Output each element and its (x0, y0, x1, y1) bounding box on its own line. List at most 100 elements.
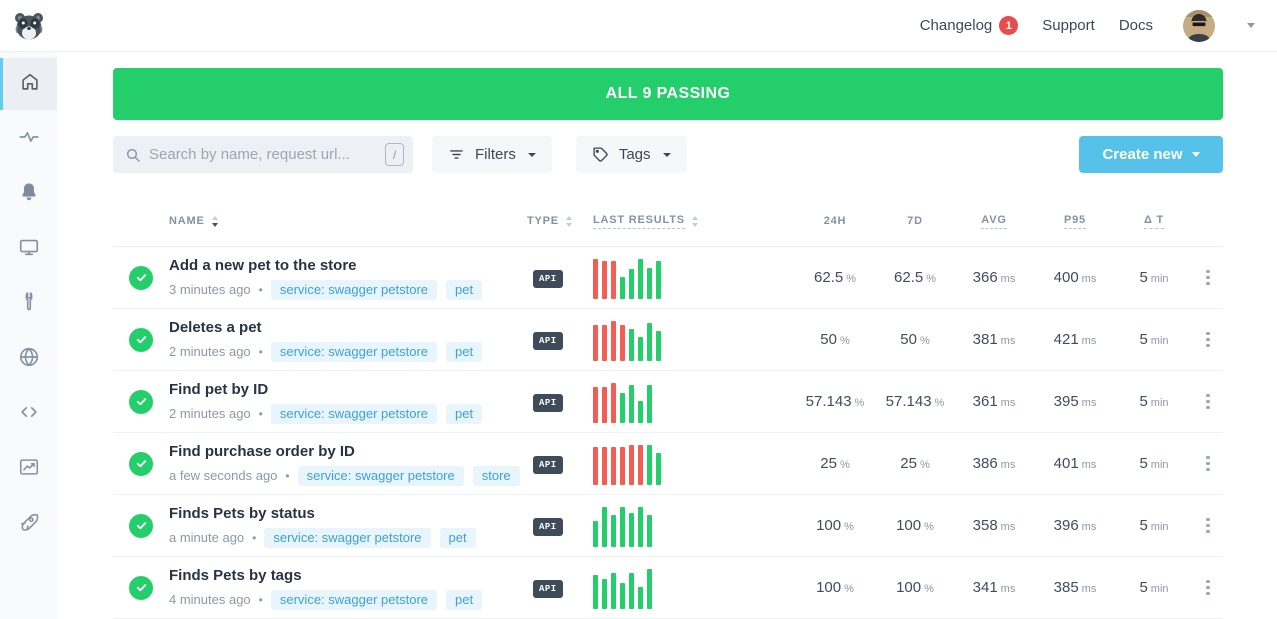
kebab-menu-icon[interactable] (1202, 328, 1214, 352)
tag-chip[interactable]: service: swagger petstore (270, 341, 437, 362)
tag-chip[interactable]: pet (439, 527, 476, 548)
passing-check-icon (129, 327, 153, 352)
docs-link[interactable]: Docs (1119, 17, 1153, 34)
kebab-menu-icon[interactable] (1202, 266, 1214, 290)
results-chart[interactable] (593, 505, 793, 547)
kebab-menu-icon[interactable] (1202, 390, 1214, 414)
last-results-sort-icon[interactable] (691, 216, 698, 227)
metric-dt: 5 min (1139, 579, 1169, 596)
check-results-cell (593, 505, 793, 547)
result-bar (638, 400, 643, 423)
results-chart[interactable] (593, 567, 793, 609)
check-name[interactable]: Find pet by ID (169, 381, 269, 399)
check-row[interactable]: Deletes a pet 2 minutes ago • service: s… (113, 309, 1223, 371)
col-name-label: NAME (169, 214, 205, 227)
result-bar (593, 574, 598, 609)
sidebar-item-maintenance[interactable] (0, 278, 57, 330)
tag-chip[interactable]: service: swagger petstore (270, 279, 437, 300)
metric-24h: 100% (816, 517, 854, 534)
sidebar-item-dashboards[interactable] (0, 223, 57, 275)
check-info-cell: Deletes a pet 2 minutes ago • service: s… (169, 317, 527, 362)
check-menu-cell (1193, 390, 1223, 414)
check-name[interactable]: Finds Pets by status (169, 505, 315, 523)
check-type-cell: API (527, 516, 593, 536)
check-tags: service: swagger petstore store (297, 465, 520, 486)
result-bar (611, 382, 616, 423)
check-name[interactable]: Deletes a pet (169, 319, 262, 337)
top-header: Changelog 1 Support Docs (0, 0, 1277, 52)
tag-chip[interactable]: pet (446, 279, 483, 300)
check-last-run-time: 3 minutes ago (169, 282, 251, 298)
tags-button[interactable]: Tags (575, 136, 687, 173)
metric-7d: 62.5% (894, 269, 936, 286)
results-chart[interactable] (593, 381, 793, 423)
metric-7d: 57.143% (885, 393, 945, 410)
sidebar-item-home[interactable] (0, 58, 57, 110)
tag-chip[interactable]: pet (446, 403, 483, 424)
sidebar-item-snippets[interactable] (0, 388, 57, 440)
check-status-cell (113, 265, 169, 290)
activity-icon (18, 126, 40, 153)
sidebar-item-analytics[interactable] (0, 443, 57, 495)
kebab-menu-icon[interactable] (1202, 452, 1214, 476)
create-new-label: Create new (1102, 146, 1183, 163)
sidebar-item-alerts[interactable] (0, 168, 57, 220)
result-bar (611, 446, 616, 485)
col-type[interactable]: TYPE (527, 215, 593, 229)
name-sort-icon[interactable] (211, 216, 218, 227)
docs-label: Docs (1118, 17, 1153, 34)
check-name[interactable]: Add a new pet to the store (169, 257, 357, 275)
check-row[interactable]: Finds Pets by status a minute ago • serv… (113, 495, 1223, 557)
sidebar-item-private-locations[interactable] (0, 333, 57, 385)
col-last-results[interactable]: LAST RESULTS (593, 214, 793, 229)
account-menu-caret-icon[interactable] (1247, 23, 1255, 28)
check-name[interactable]: Finds Pets by tags (169, 567, 302, 585)
results-chart[interactable] (593, 443, 793, 485)
create-new-button[interactable]: Create new (1079, 136, 1223, 173)
result-bar (629, 572, 634, 609)
result-bar (593, 446, 598, 485)
tag-chip[interactable]: service: swagger petstore (264, 527, 431, 548)
check-row[interactable]: Add a new pet to the store 3 minutes ago… (113, 247, 1223, 309)
sidebar-item-checks-activity[interactable] (0, 113, 57, 165)
filters-button[interactable]: Filters (432, 136, 552, 173)
result-bar (593, 258, 598, 299)
metric-avg: 358 ms (972, 517, 1016, 534)
raccoon-logo[interactable] (12, 9, 46, 43)
filters-label: Filters (475, 146, 516, 163)
user-avatar[interactable] (1183, 9, 1215, 42)
check-status-cell (113, 575, 169, 600)
tag-chip[interactable]: pet (446, 589, 483, 610)
check-info-cell: Finds Pets by status a minute ago • serv… (169, 503, 527, 548)
tag-chip[interactable]: service: swagger petstore (297, 465, 464, 486)
changelog-link[interactable]: Changelog 1 (920, 16, 1019, 35)
tag-chip[interactable]: service: swagger petstore (270, 403, 437, 424)
check-status-cell (113, 451, 169, 476)
col-avg-label: AVG (981, 214, 1007, 229)
check-name[interactable]: Find purchase order by ID (169, 443, 355, 461)
metric-avg: 386 ms (972, 455, 1016, 472)
result-bar (611, 514, 616, 547)
result-bar (593, 324, 598, 361)
result-bar (602, 324, 607, 361)
tag-chip[interactable]: store (472, 465, 520, 486)
type-sort-icon[interactable] (565, 216, 572, 227)
col-24h: 24H (793, 215, 877, 229)
status-banner: ALL 9 PASSING (113, 68, 1223, 120)
rocket-icon (18, 511, 40, 538)
tag-chip[interactable]: service: swagger petstore (270, 589, 437, 610)
results-chart[interactable] (593, 257, 793, 299)
kebab-menu-icon[interactable] (1202, 514, 1214, 538)
check-row[interactable]: Find purchase order by ID a few seconds … (113, 433, 1223, 495)
results-chart[interactable] (593, 319, 793, 361)
check-row[interactable]: Finds Pets by tags 4 minutes ago • servi… (113, 557, 1223, 619)
check-row[interactable]: Find pet by ID 2 minutes ago • service: … (113, 371, 1223, 433)
tag-chip[interactable]: pet (446, 341, 483, 362)
col-name[interactable]: NAME (169, 215, 527, 229)
kebab-menu-icon[interactable] (1202, 576, 1214, 600)
result-bar (602, 578, 607, 609)
sidebar-item-getting-started[interactable] (0, 498, 57, 550)
search-input[interactable] (149, 146, 385, 163)
support-link[interactable]: Support (1042, 17, 1095, 34)
metric-avg: 361 ms (972, 393, 1016, 410)
